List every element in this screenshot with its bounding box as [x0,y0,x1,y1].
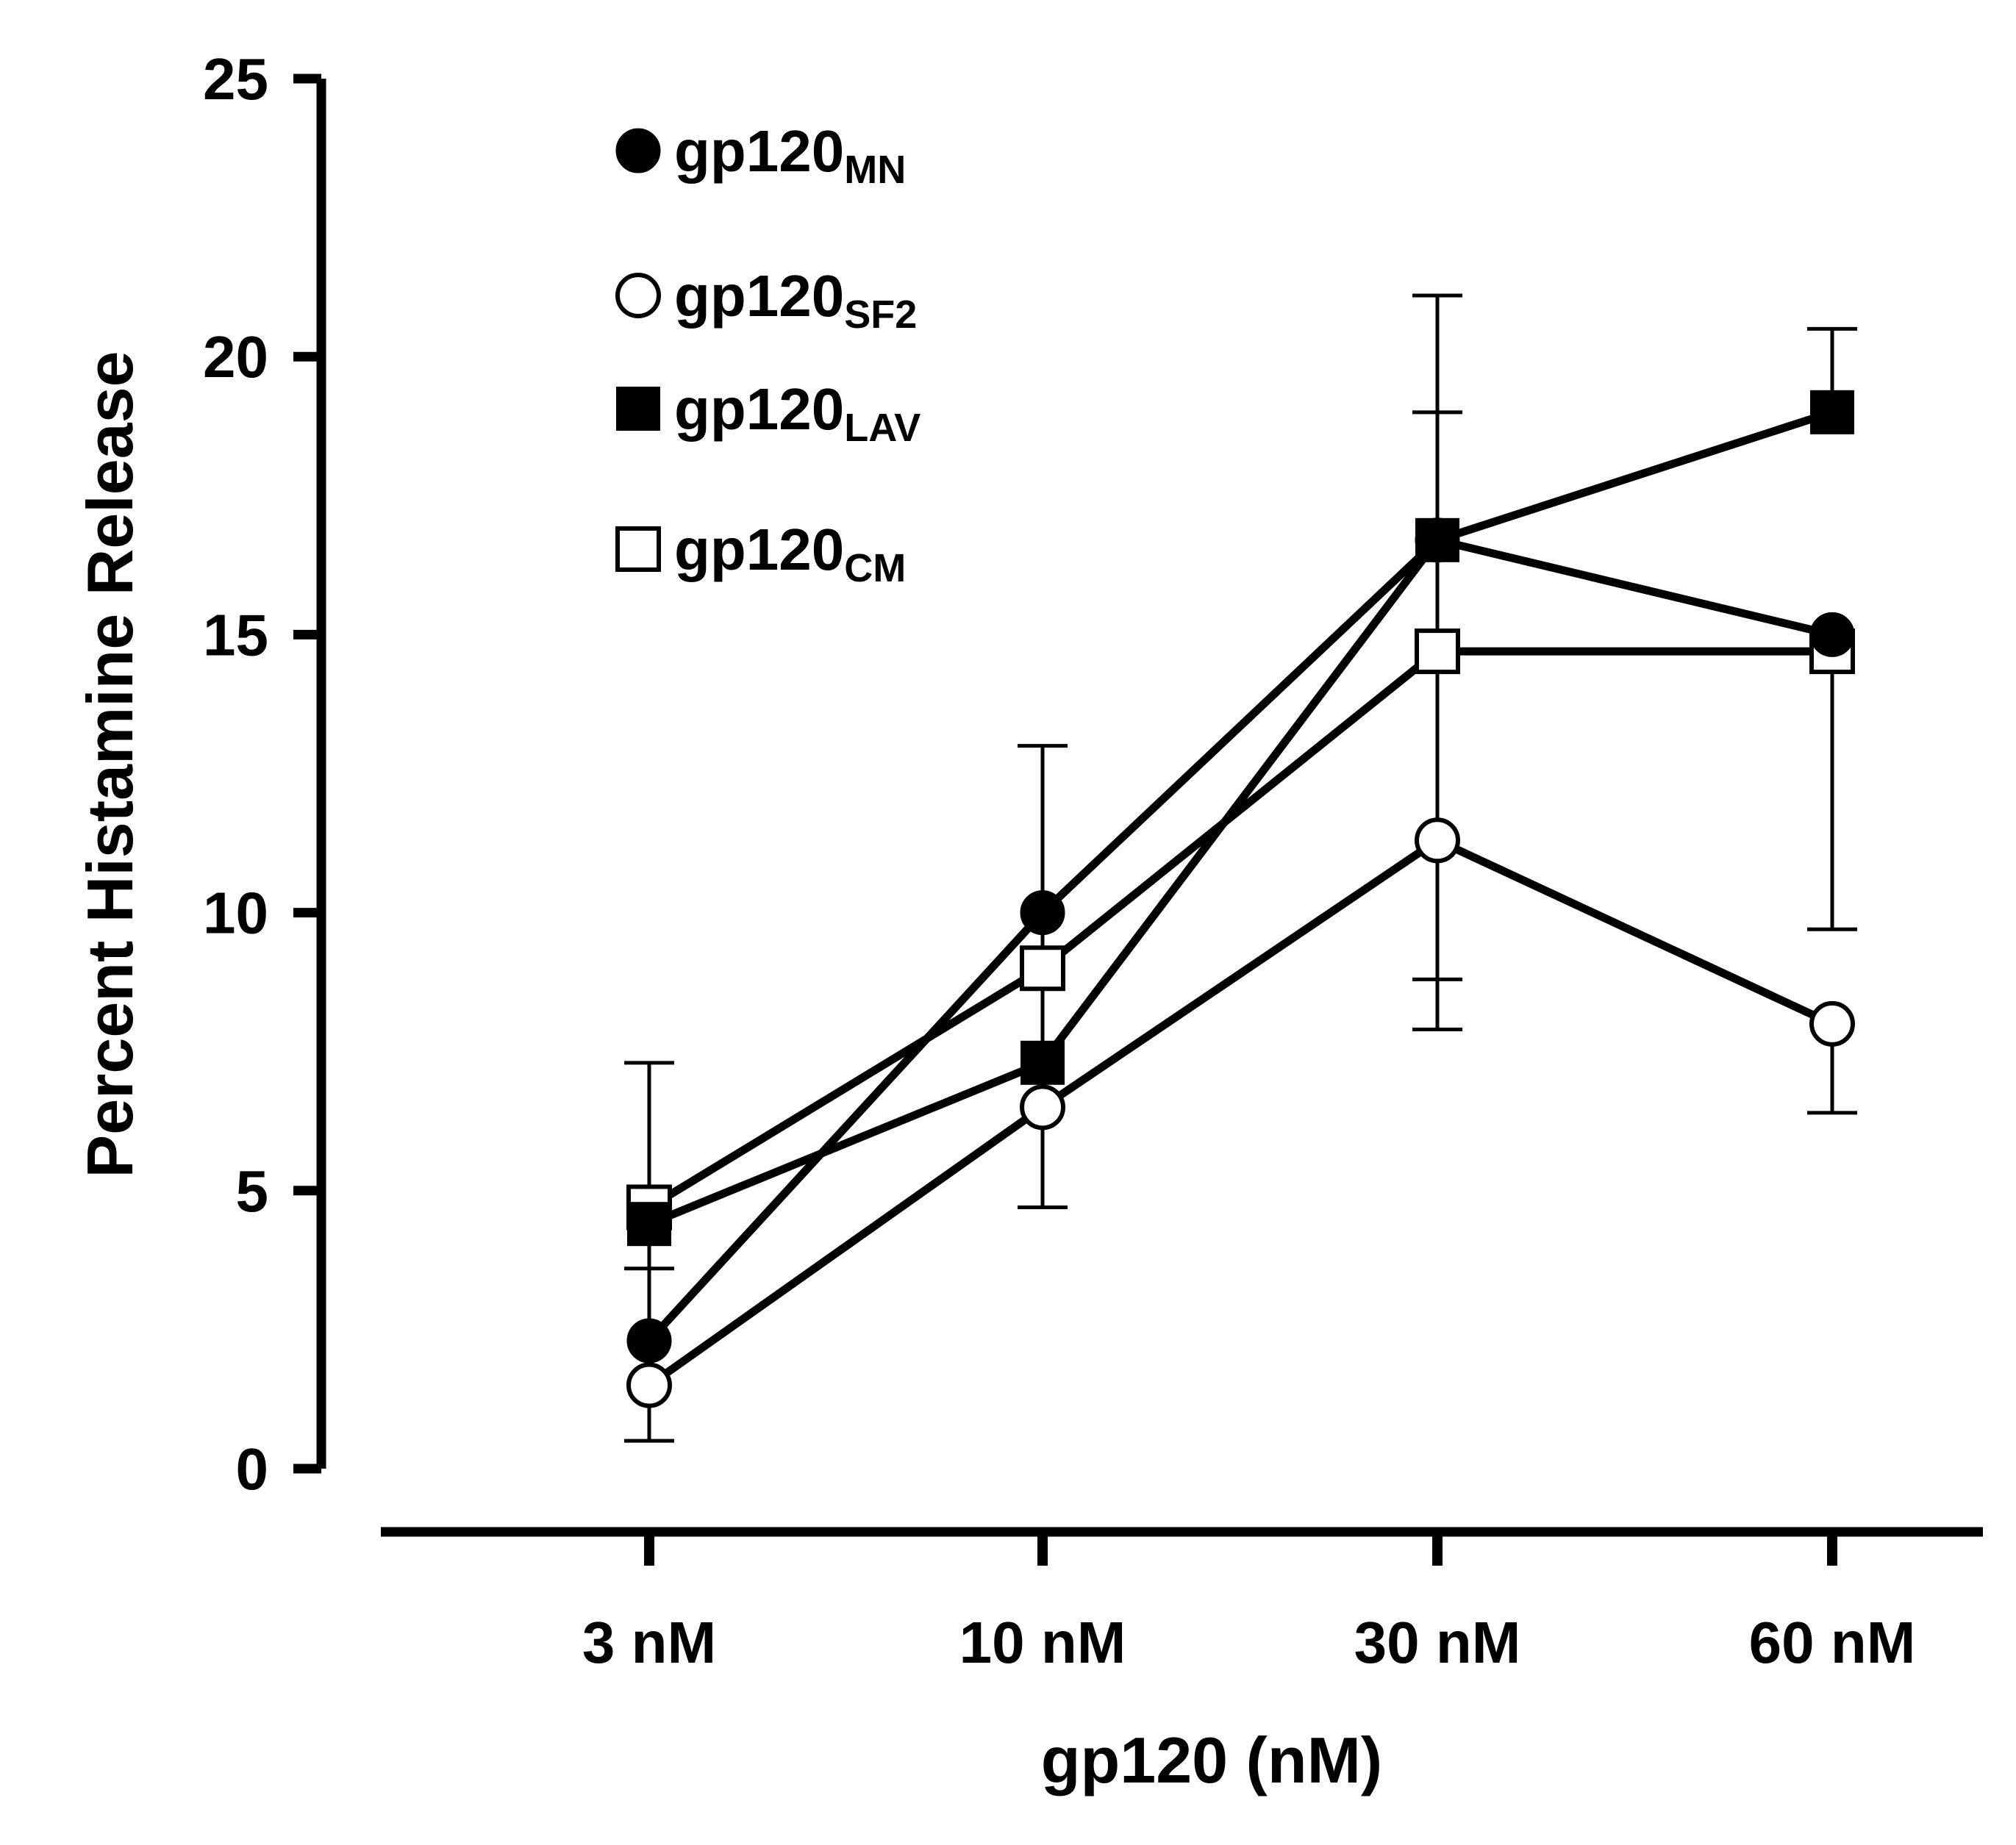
legend-subscript-cm: CM [844,546,906,590]
y-tick-label-5: 5 [236,1158,269,1224]
legend-label-mn: gp120MN [674,118,906,192]
point-lav-3 [1810,390,1854,434]
legend-name-sf2: gp120 [674,263,844,329]
legend-label-cm: gp120CM [674,517,906,590]
series-line-cm [647,647,1832,1211]
x-tick-label-0: 3 nM [582,1610,716,1675]
point-mn-0 [626,1318,672,1364]
series-line-mn [646,536,1834,1344]
legend-marker-sf2 [615,273,661,318]
x-tick-label-1: 10 nM [959,1610,1126,1675]
y-ticks: 0 5 10 15 20 25 [203,46,321,1502]
y-tick-label-15: 15 [203,602,268,667]
series-line-sf2 [646,836,1834,1389]
legend-subscript-lav: LAV [844,406,921,450]
series-lines [646,408,1834,1389]
y-tick-label-10: 10 [203,881,268,946]
point-cm-1 [1020,945,1065,992]
y-axis-title: Percent Histamine Release [74,351,146,1178]
x-tick-label-3: 60 nM [1749,1610,1916,1675]
point-lav-1 [1020,1040,1065,1085]
legend-label-lav: gp120LAV [674,376,921,450]
legend-subscript-mn: MN [844,148,906,192]
series-line-lav [647,408,1834,1228]
y-tick-label-0: 0 [236,1436,269,1502]
x-axis-title: gp120 (nM) [1041,1724,1382,1796]
legend-name-mn: gp120 [674,118,844,184]
legend-label-sf2: gp120SF2 [674,263,917,337]
x-ticks: 3 nM 10 nM 30 nM 60 nM [582,1532,1915,1675]
point-cm-2 [1415,628,1460,675]
y-tick-label-25: 25 [203,46,268,112]
point-mn-1 [1020,890,1065,936]
legend-name-cm: gp120 [674,517,844,582]
y-tick-label-20: 20 [203,324,268,390]
point-mn-2 [1415,517,1460,563]
series-markers [626,390,1855,1408]
x-tick-label-2: 30 nM [1354,1610,1521,1675]
point-lav-0 [627,1202,671,1247]
point-mn-3 [1809,612,1855,657]
legend-marker-cm [615,526,661,572]
point-sf2-3 [1809,1000,1855,1047]
point-sf2-2 [1415,817,1460,864]
legend-name-lav: gp120 [674,376,844,442]
legend-marker-lav [616,387,660,431]
legend-subscript-sf2: SF2 [844,293,917,337]
point-sf2-0 [626,1362,672,1408]
legend-marker-mn [615,128,661,173]
point-sf2-1 [1020,1084,1065,1131]
